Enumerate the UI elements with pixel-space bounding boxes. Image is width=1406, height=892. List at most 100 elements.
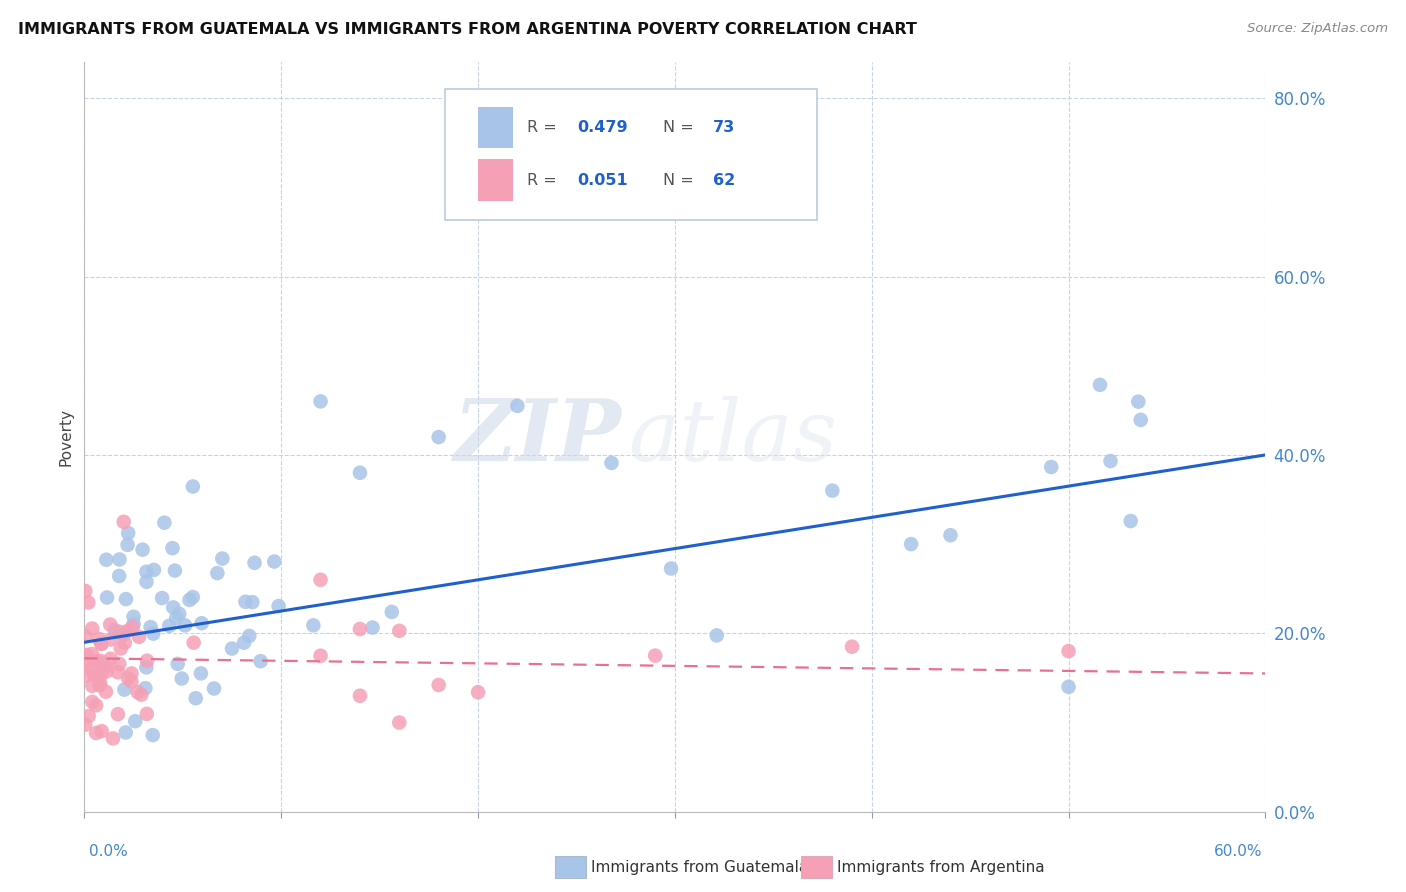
Point bbox=[96, 552, 118, 566]
Point bbox=[101, 731, 124, 746]
Point bbox=[427, 430, 450, 444]
Point bbox=[162, 600, 184, 615]
Text: Immigrants from Guatemala: Immigrants from Guatemala bbox=[591, 860, 808, 874]
Point bbox=[427, 678, 450, 692]
Text: N =: N = bbox=[664, 120, 699, 135]
Point bbox=[142, 563, 165, 577]
Point bbox=[134, 681, 156, 695]
Text: 0.0%: 0.0% bbox=[89, 845, 128, 859]
Point bbox=[80, 647, 103, 661]
Point bbox=[167, 607, 190, 621]
Point bbox=[107, 665, 129, 680]
Point bbox=[90, 724, 112, 739]
Point bbox=[103, 623, 125, 637]
Point bbox=[135, 660, 157, 674]
Point bbox=[124, 714, 146, 729]
Point bbox=[89, 654, 111, 668]
Point bbox=[84, 698, 107, 713]
Point bbox=[120, 674, 142, 689]
Point bbox=[1057, 644, 1080, 658]
Text: Immigrants from Argentina: Immigrants from Argentina bbox=[837, 860, 1045, 874]
Point bbox=[263, 555, 285, 569]
Text: Source: ZipAtlas.com: Source: ZipAtlas.com bbox=[1247, 22, 1388, 36]
Point bbox=[136, 654, 159, 668]
Point bbox=[75, 629, 97, 643]
Point bbox=[706, 628, 728, 642]
Point bbox=[165, 611, 187, 625]
Point bbox=[90, 637, 112, 651]
Point bbox=[100, 632, 122, 647]
Point bbox=[939, 528, 962, 542]
Point bbox=[659, 561, 682, 575]
Text: 73: 73 bbox=[713, 120, 735, 135]
Point bbox=[108, 624, 131, 639]
Point bbox=[82, 679, 104, 693]
Point bbox=[121, 620, 143, 634]
Point bbox=[114, 725, 136, 739]
Point bbox=[93, 657, 115, 671]
Point bbox=[75, 657, 97, 671]
Point bbox=[202, 681, 225, 696]
Point bbox=[467, 685, 489, 699]
Point bbox=[142, 728, 165, 742]
Point bbox=[90, 637, 112, 651]
Point bbox=[506, 399, 529, 413]
Point bbox=[135, 574, 157, 589]
Point bbox=[89, 678, 111, 692]
Point bbox=[1088, 377, 1111, 392]
Point bbox=[131, 542, 153, 557]
Bar bbox=[478, 160, 513, 201]
Point bbox=[110, 641, 132, 656]
Point bbox=[302, 618, 325, 632]
Point bbox=[162, 541, 184, 556]
Point bbox=[82, 695, 104, 709]
Point bbox=[349, 622, 371, 636]
Point bbox=[84, 726, 107, 740]
Text: N =: N = bbox=[664, 172, 699, 187]
Point bbox=[75, 583, 97, 598]
Point bbox=[157, 619, 180, 633]
Point bbox=[309, 394, 332, 409]
Text: R =: R = bbox=[527, 120, 562, 135]
Point bbox=[644, 648, 666, 663]
Point bbox=[170, 672, 193, 686]
Point bbox=[129, 688, 152, 702]
Point bbox=[181, 479, 204, 493]
Point bbox=[108, 552, 131, 566]
Point bbox=[122, 609, 145, 624]
Point bbox=[233, 635, 256, 649]
Point bbox=[122, 617, 145, 632]
Text: 60.0%: 60.0% bbox=[1215, 845, 1263, 859]
Point bbox=[112, 515, 135, 529]
Text: ZIP: ZIP bbox=[454, 395, 621, 479]
Point bbox=[184, 691, 207, 706]
Point bbox=[94, 685, 117, 699]
Point bbox=[100, 652, 122, 666]
Point bbox=[82, 622, 104, 636]
Point bbox=[83, 668, 105, 682]
Point bbox=[127, 685, 149, 699]
Point bbox=[309, 648, 332, 663]
Point bbox=[163, 564, 186, 578]
Point bbox=[96, 591, 118, 605]
Point bbox=[90, 667, 112, 681]
Point bbox=[349, 466, 371, 480]
Point bbox=[115, 592, 138, 607]
Point bbox=[142, 626, 165, 640]
Point bbox=[190, 666, 212, 681]
Text: 0.051: 0.051 bbox=[576, 172, 627, 187]
Point bbox=[211, 551, 233, 566]
Text: atlas: atlas bbox=[627, 396, 837, 478]
Point bbox=[112, 682, 135, 697]
Text: R =: R = bbox=[527, 172, 562, 187]
Point bbox=[267, 599, 290, 613]
Y-axis label: Poverty: Poverty bbox=[58, 408, 73, 467]
Point bbox=[108, 657, 131, 671]
Point bbox=[361, 621, 384, 635]
Point bbox=[235, 595, 257, 609]
Point bbox=[207, 566, 229, 580]
Point bbox=[166, 657, 188, 671]
Point bbox=[600, 456, 623, 470]
Bar bbox=[478, 107, 513, 148]
Point bbox=[108, 569, 131, 583]
